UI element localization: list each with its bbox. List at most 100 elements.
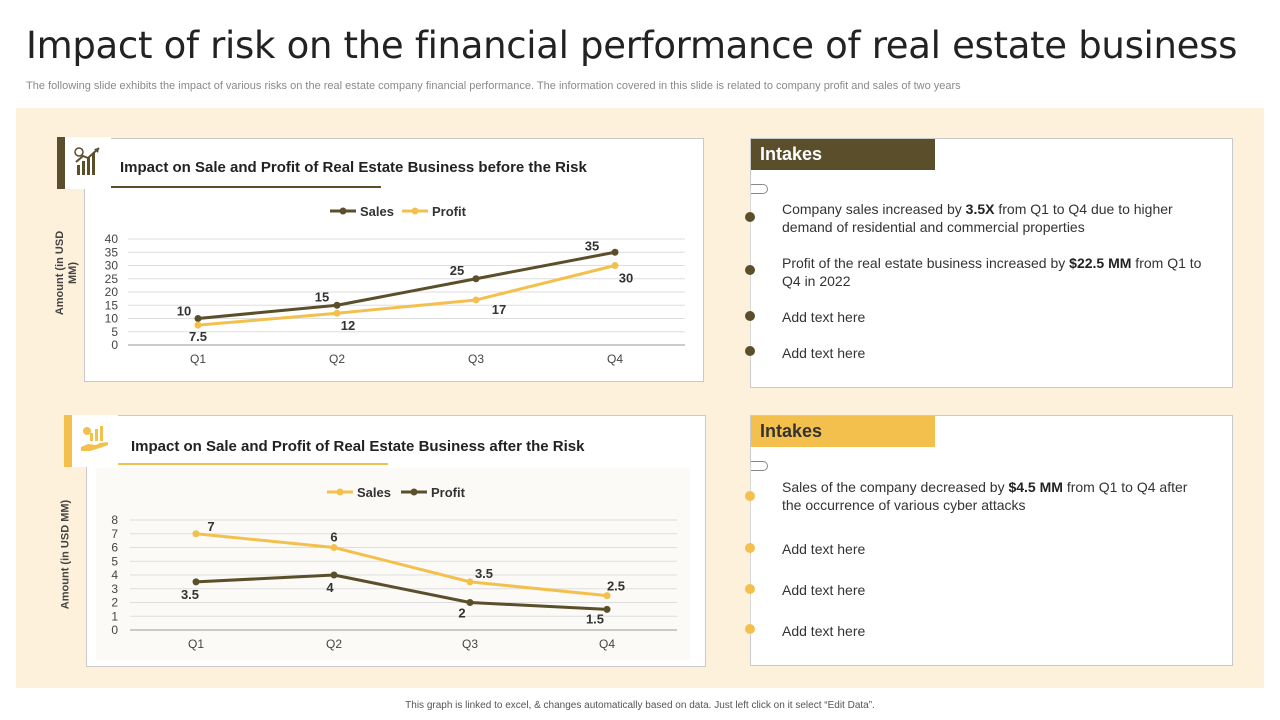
- intake-point-text: Add text here: [782, 308, 1202, 326]
- data-label: 2.5: [607, 579, 625, 594]
- y-tick-label: 6: [111, 541, 118, 555]
- data-label: 1.5: [586, 611, 604, 626]
- data-label: 6: [330, 530, 337, 545]
- legend-marker: [336, 488, 344, 496]
- series-line-sales: [195, 532, 608, 598]
- legend-label: Profit: [431, 485, 466, 500]
- bullet-dot: [745, 543, 755, 553]
- data-point: [472, 296, 480, 304]
- data-label: 25: [450, 263, 464, 278]
- intake-point-text: Sales of the company decreased by $4.5 M…: [782, 478, 1202, 514]
- page-subtitle: The following slide exhibits the impact …: [26, 80, 961, 92]
- point-highlight: $22.5 MM: [1069, 255, 1132, 271]
- legend-marker: [339, 207, 347, 215]
- data-label: 2: [458, 606, 465, 621]
- series-line-profit: [197, 264, 616, 327]
- data-point: [192, 530, 200, 538]
- bullet-dot: [745, 311, 755, 321]
- legend-marker: [411, 207, 419, 215]
- x-tick-label: Q1: [188, 637, 204, 651]
- y-tick-label: 2: [111, 596, 118, 610]
- point-highlight: $4.5 MM: [1008, 479, 1063, 495]
- bullet-dot: [745, 624, 755, 634]
- chart-title-before: Impact on Sale and Profit of Real Estate…: [120, 159, 587, 176]
- data-point: [333, 309, 341, 317]
- legend-label: Profit: [432, 204, 467, 219]
- y-tick-label: 5: [111, 554, 118, 568]
- legend-label: Sales: [360, 204, 394, 219]
- legend-label: Sales: [357, 485, 391, 500]
- y-tick-label: 5: [111, 325, 118, 339]
- y-tick-label: 35: [105, 245, 119, 259]
- data-point: [466, 578, 474, 586]
- y-tick-label: 15: [105, 298, 119, 312]
- point-text-lead: Add text here: [782, 623, 866, 639]
- x-tick-label: Q3: [462, 637, 478, 651]
- data-label: 3.5: [475, 566, 493, 581]
- data-point: [603, 592, 611, 600]
- y-tick-label: 1: [111, 609, 118, 623]
- x-tick-label: Q3: [468, 352, 484, 366]
- bullet-dot: [745, 584, 755, 594]
- legend-marker: [410, 488, 418, 496]
- x-tick-label: Q2: [326, 637, 342, 651]
- data-label: 7: [207, 519, 214, 534]
- data-label: 35: [585, 238, 599, 253]
- y-tick-label: 10: [105, 312, 119, 326]
- series-line-sales: [197, 250, 616, 320]
- chart-card-before: [84, 138, 704, 382]
- data-label: 7.5: [189, 329, 207, 344]
- point-text-lead: Add text here: [782, 309, 866, 325]
- bullet-dot: [745, 212, 755, 222]
- y-tick-label: 0: [111, 338, 118, 352]
- intake-point-text: Add text here: [782, 540, 1202, 558]
- chart-tab-before: [57, 137, 111, 189]
- bullet-dot: [745, 346, 755, 356]
- point-text-tail: from Q1 to Q4 in 2022: [782, 255, 1202, 289]
- intakes-panel-after: [750, 415, 1233, 666]
- intake-point-text: Add text here: [782, 344, 1202, 362]
- point-text-tail: from Q1 to Q4 after the occurrence of va…: [782, 479, 1188, 513]
- timeline-cap: [751, 461, 768, 471]
- chart-title-after: Impact on Sale and Profit of Real Estate…: [131, 438, 585, 455]
- intakes-panel-before: [750, 138, 1233, 388]
- intake-point-text: Profit of the real estate business incre…: [782, 254, 1202, 290]
- point-text-lead: Add text here: [782, 541, 866, 557]
- hand-money-icon: [78, 423, 112, 462]
- data-label: 4: [326, 580, 334, 595]
- x-tick-label: Q4: [607, 352, 623, 366]
- bullet-dot: [745, 491, 755, 501]
- data-label: 30: [619, 271, 633, 286]
- data-point: [611, 262, 619, 269]
- point-text-lead: Profit of the real estate business incre…: [782, 255, 1070, 271]
- point-text-lead: Add text here: [782, 345, 866, 361]
- data-label: 17: [492, 302, 506, 317]
- growth-chart-icon: [71, 145, 105, 184]
- intakes-heading: Intakes: [751, 416, 935, 447]
- y-tick-label: 8: [111, 513, 118, 527]
- x-tick-label: Q4: [599, 637, 615, 651]
- data-point: [194, 321, 202, 329]
- timeline-cap: [751, 184, 768, 194]
- data-point: [333, 301, 341, 309]
- intake-point-text: Company sales increased by 3.5X from Q1 …: [782, 200, 1202, 236]
- y-tick-label: 7: [111, 527, 118, 541]
- data-point: [330, 544, 338, 551]
- data-label: 3.5: [181, 587, 199, 602]
- intakes-heading: Intakes: [751, 139, 935, 170]
- point-text-tail: from Q1 to Q4 due to higher demand of re…: [782, 201, 1173, 235]
- y-tick-label: 20: [105, 285, 119, 299]
- data-label: 15: [315, 289, 329, 304]
- x-tick-label: Q2: [329, 352, 345, 366]
- y-tick-label: 30: [105, 259, 119, 273]
- data-label: 12: [341, 318, 355, 333]
- data-point: [330, 571, 338, 579]
- point-text-lead: Add text here: [782, 582, 866, 598]
- data-point: [603, 605, 611, 613]
- point-text-lead: Sales of the company decreased by: [782, 479, 1009, 495]
- y-tick-label: 4: [111, 568, 118, 582]
- data-point: [192, 578, 200, 586]
- page-title: Impact of risk on the financial performa…: [26, 24, 1238, 67]
